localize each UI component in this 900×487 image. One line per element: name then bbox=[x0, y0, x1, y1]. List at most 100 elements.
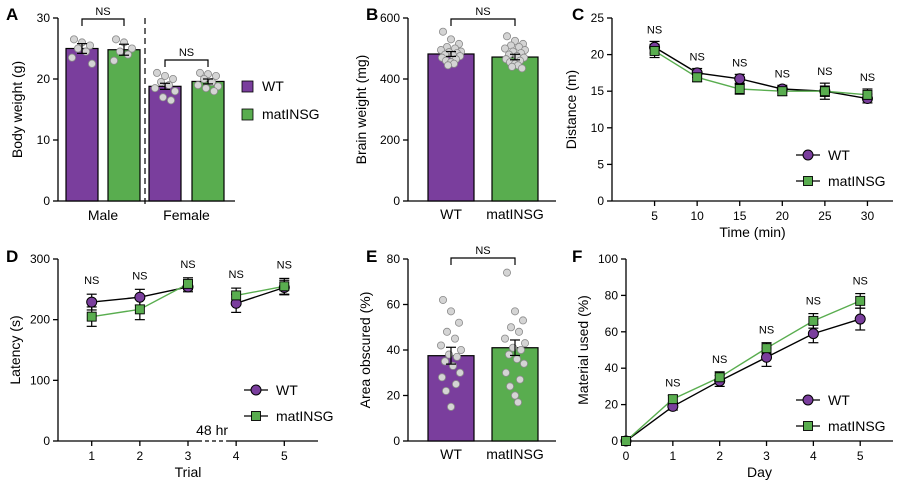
significance-bracket bbox=[450, 18, 516, 26]
x-tick-label: 0 bbox=[623, 449, 630, 463]
y-tick-label: 300 bbox=[30, 252, 50, 266]
data-point bbox=[82, 47, 91, 56]
data-point bbox=[621, 436, 631, 446]
data-point bbox=[150, 84, 159, 93]
significance-label: NS bbox=[475, 245, 490, 257]
data-point bbox=[446, 35, 455, 44]
y-tick-label: 10 bbox=[37, 133, 51, 147]
data-point bbox=[124, 50, 133, 59]
data-point bbox=[110, 56, 119, 65]
data-point bbox=[168, 75, 177, 84]
legend-label: WT bbox=[828, 392, 850, 408]
data-point bbox=[505, 382, 514, 391]
data-point bbox=[510, 391, 519, 400]
data-point bbox=[502, 32, 511, 41]
data-point bbox=[446, 307, 455, 316]
data-point bbox=[152, 68, 161, 77]
legend-label: matINSG bbox=[828, 173, 886, 189]
y-tick-label: 5 bbox=[597, 157, 604, 171]
data-point bbox=[454, 318, 463, 327]
significance-label: NS bbox=[860, 72, 875, 84]
data-point bbox=[183, 278, 193, 289]
bar bbox=[491, 56, 539, 202]
y-tick-label: 25 bbox=[591, 11, 605, 25]
series-line bbox=[236, 285, 285, 297]
y-tick-label: 15 bbox=[591, 84, 605, 98]
bar bbox=[148, 85, 182, 202]
bar bbox=[427, 53, 475, 202]
data-point bbox=[520, 359, 529, 368]
data-point bbox=[507, 62, 516, 71]
y-tick-label: 0 bbox=[393, 434, 400, 448]
data-point bbox=[209, 87, 218, 96]
data-point bbox=[456, 345, 465, 354]
y-axis-label: Material used (%) bbox=[575, 295, 591, 405]
panel-b-brain-weight: 0 200 400 600 Brain weight (mg) WT matINSG NS bbox=[353, 6, 556, 222]
panel-letter: D bbox=[6, 247, 18, 266]
x-tick-label: 3 bbox=[763, 449, 770, 463]
data-point bbox=[74, 44, 83, 53]
significance-label: NS bbox=[180, 259, 195, 271]
legend-swatch bbox=[241, 108, 254, 121]
group-label: Female bbox=[163, 207, 210, 223]
x-tick-label: 4 bbox=[810, 449, 817, 463]
significance-label: NS bbox=[853, 276, 868, 288]
y-axis-label: Brain weight (mg) bbox=[353, 55, 369, 165]
panel-f-material-used: 0 20 40 60 80 100 Material used (%) 0 1 2 3 4 5 Day NS… bbox=[575, 252, 893, 480]
y-tick-label: 10 bbox=[591, 121, 605, 135]
data-point bbox=[440, 357, 449, 366]
data-point bbox=[116, 47, 125, 56]
significance-a-female-label: NS bbox=[179, 47, 194, 59]
y-tick-label: 20 bbox=[387, 389, 401, 403]
data-point bbox=[518, 64, 527, 73]
data-point bbox=[437, 373, 446, 382]
data-point bbox=[734, 73, 746, 85]
x-tick-label: 3 bbox=[185, 449, 192, 463]
significance-label: NS bbox=[647, 24, 662, 36]
series-line bbox=[654, 50, 868, 96]
data-point bbox=[438, 27, 447, 36]
significance-label: NS bbox=[817, 66, 832, 78]
data-point bbox=[68, 53, 77, 62]
data-point bbox=[513, 355, 522, 364]
data-point bbox=[855, 295, 866, 306]
data-point bbox=[88, 59, 97, 68]
data-point bbox=[211, 71, 220, 80]
x-tick-label: 5 bbox=[281, 449, 288, 463]
y-tick-label: 80 bbox=[605, 288, 619, 302]
y-axis-label: Latency (s) bbox=[7, 315, 23, 384]
significance-label: NS bbox=[759, 325, 774, 337]
legend-marker bbox=[803, 421, 813, 431]
data-point bbox=[714, 372, 725, 383]
significance-bracket bbox=[450, 257, 516, 265]
data-point bbox=[436, 341, 445, 350]
y-tick-label: 0 bbox=[43, 194, 50, 208]
legend-label: WT bbox=[276, 382, 298, 398]
data-point bbox=[70, 35, 79, 44]
data-point bbox=[510, 307, 519, 316]
data-point bbox=[761, 351, 773, 363]
panel-letter: A bbox=[6, 5, 18, 24]
panel-letter: B bbox=[366, 5, 378, 24]
data-point bbox=[517, 345, 526, 354]
legend-label: matINSG bbox=[262, 106, 320, 122]
data-point bbox=[160, 71, 169, 80]
data-point bbox=[500, 44, 509, 53]
legend-marker bbox=[250, 384, 262, 396]
series-line bbox=[235, 286, 285, 304]
y-tick-label: 0 bbox=[43, 434, 50, 448]
data-point bbox=[667, 394, 678, 405]
data-point bbox=[442, 327, 451, 336]
significance-a-male-bracket bbox=[81, 18, 125, 26]
category-label: matINSG bbox=[486, 446, 544, 462]
panel-a-body-weight: 0 10 20 30 Body weight (g) Male Female NS NS WT ma… bbox=[9, 6, 320, 223]
break-label: 48 hr bbox=[196, 422, 228, 438]
category-label: WT bbox=[440, 206, 462, 222]
x-axis-label: Day bbox=[747, 464, 772, 480]
data-point bbox=[446, 402, 455, 411]
significance-label: NS bbox=[277, 259, 292, 271]
legend-marker bbox=[803, 176, 813, 186]
y-tick-label: 200 bbox=[380, 133, 400, 147]
bar bbox=[191, 80, 225, 202]
category-label: matINSG bbox=[486, 206, 544, 222]
